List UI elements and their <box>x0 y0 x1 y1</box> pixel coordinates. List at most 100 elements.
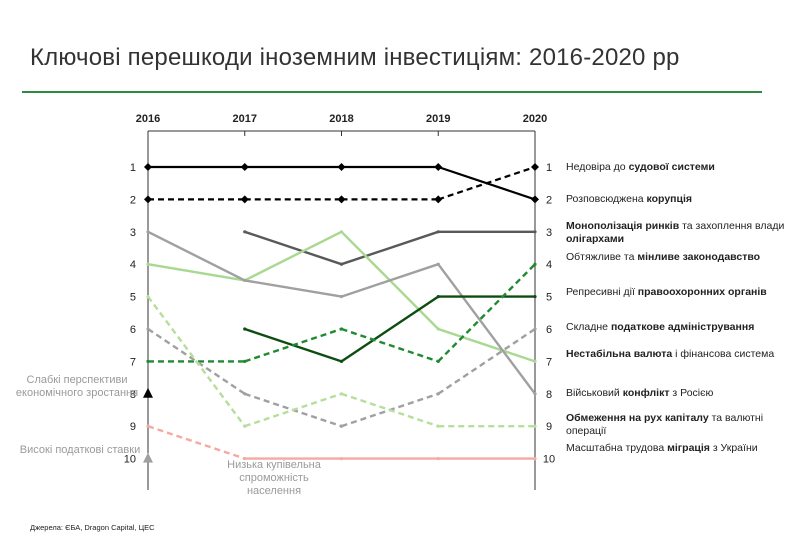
data-point <box>243 327 247 331</box>
data-point <box>243 359 247 363</box>
data-point <box>339 424 344 428</box>
series-9 <box>146 295 537 428</box>
data-point <box>533 457 537 461</box>
risk-label-text: олігархами <box>566 232 625 245</box>
note-high-taxes: Високі податкові ставки <box>19 444 141 456</box>
risk-label-7: Нестабільна валюта і фінансова система <box>566 348 802 361</box>
triangle-marker <box>143 452 153 463</box>
data-point <box>436 392 440 396</box>
risk-label-1: Недовіра до судової системи <box>566 161 802 174</box>
risk-label-text: Обтяжливе та <box>566 251 638 263</box>
rank-label-right: 6 <box>546 324 552 336</box>
risk-label-text: мінливе законодавство <box>637 251 761 263</box>
series-2 <box>144 163 539 204</box>
series-segment <box>437 263 536 363</box>
rank-label-left: 1 <box>130 162 136 174</box>
series-segment <box>244 230 342 266</box>
series-segment <box>244 392 342 428</box>
series-7 <box>146 262 537 363</box>
risk-label-10: Масштабна трудова міграція з України <box>566 442 802 455</box>
risk-label-text: і фінансова система <box>672 348 775 360</box>
risk-label-4: Обтяжливе та мінливе законодавство <box>566 251 802 264</box>
data-point <box>533 359 537 363</box>
rank-label-left: 9 <box>130 421 136 433</box>
series-segment <box>147 263 245 282</box>
risk-label-text: Обмеження на рух капіталу <box>566 412 709 424</box>
risk-label-8: Військовий конфлікт з Росією <box>566 387 802 400</box>
rank-label-left: 8 <box>130 389 136 401</box>
data-point <box>436 230 440 234</box>
year-label: 2018 <box>329 113 353 125</box>
risk-label-text: міграція <box>667 442 710 454</box>
data-point <box>243 424 247 428</box>
rank-label-left: 3 <box>130 227 136 239</box>
data-point <box>339 327 344 331</box>
risk-label-2: Розповсюджена корупція <box>566 193 802 206</box>
data-point <box>533 295 537 299</box>
risk-label-text: та захоплення влади <box>679 220 785 232</box>
data-point <box>436 424 440 428</box>
data-point <box>531 163 539 171</box>
data-point <box>533 392 537 396</box>
risk-label-text: Розповсюджена <box>566 193 647 205</box>
rank-label-right: 1 <box>546 162 552 174</box>
note-weak-growth: Слабкі перспективи економічного зростанн… <box>15 374 139 399</box>
page-title: Ключові перешкоди іноземним інвестиціям:… <box>30 44 680 71</box>
data-point <box>337 195 346 204</box>
risk-label-3: Монополізація ринків та захоплення влади… <box>566 220 802 245</box>
data-point <box>436 327 440 331</box>
data-point <box>436 457 440 461</box>
series-segment <box>437 165 536 201</box>
data-point <box>533 327 537 331</box>
data-point <box>434 195 443 204</box>
risk-label-text: корупція <box>646 193 693 205</box>
rank-label-left: 6 <box>130 324 136 336</box>
data-point <box>146 295 150 299</box>
data-point <box>240 195 249 204</box>
data-point <box>240 163 249 171</box>
series-segment <box>341 230 439 266</box>
data-point <box>436 359 440 363</box>
title-divider <box>22 91 762 93</box>
risk-label-text: правоохоронних органів <box>637 286 767 298</box>
data-point <box>146 230 150 234</box>
risk-label-text: Репресивні дії <box>566 286 638 298</box>
year-label: 2017 <box>233 113 257 125</box>
series-segment <box>147 425 246 460</box>
rank-label-right: 4 <box>546 259 552 271</box>
series-1 <box>144 163 539 204</box>
rank-label-left: 2 <box>130 194 136 206</box>
series-segment <box>244 230 343 282</box>
risk-label-text: судової системи <box>628 161 715 173</box>
series-segment <box>147 295 246 427</box>
series-segment <box>437 328 536 395</box>
risk-label-text: з України <box>709 442 758 454</box>
risk-label-text: Складне <box>566 321 611 333</box>
series-segment <box>147 230 246 282</box>
risk-label-text: Нестабільна валюта <box>566 348 673 360</box>
data-point <box>243 392 247 396</box>
risk-label-9: Обмеження на рух капіталу та валютні опе… <box>566 412 802 437</box>
data-point <box>339 230 344 234</box>
data-point <box>339 295 344 299</box>
risk-label-text: та валютні операції <box>566 412 764 437</box>
year-label: 2016 <box>136 113 160 125</box>
series-segment <box>340 295 439 363</box>
risk-label-text: конфлікт <box>622 387 670 399</box>
series-segment <box>341 392 439 428</box>
rank-label-right: 10 <box>543 454 555 466</box>
rank-label-right: 5 <box>546 292 552 304</box>
data-point <box>436 262 440 266</box>
data-point <box>146 327 150 331</box>
risk-label-text: Масштабна трудова <box>566 442 668 454</box>
data-point <box>533 424 537 428</box>
rank-label-right: 3 <box>546 227 552 239</box>
rank-label-right: 7 <box>546 356 552 368</box>
source-note: Джерела: ЄБА, Dragon Capital, ЦЕС <box>30 523 155 532</box>
risk-label-5: Репресивні дії правоохоронних органів <box>566 286 802 299</box>
data-point <box>243 278 247 282</box>
rank-label-left: 10 <box>124 454 136 466</box>
note-low-purchasing: Низька купівельна спроможність населення <box>227 459 321 497</box>
year-label: 2019 <box>426 113 450 125</box>
rank-label-right: 9 <box>546 421 552 433</box>
